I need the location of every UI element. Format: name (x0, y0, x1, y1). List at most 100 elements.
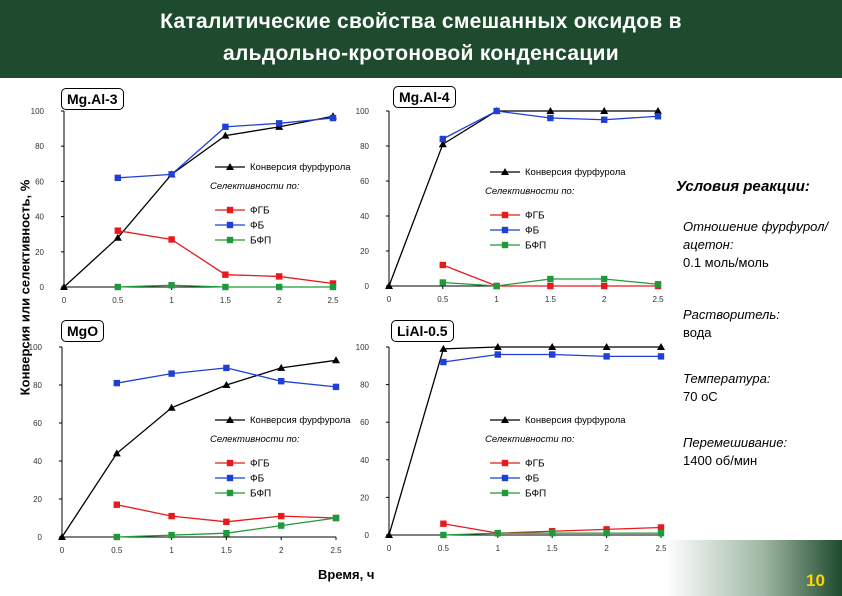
legend-label-fb: ФБ (250, 474, 265, 485)
legend-marker-conversion (501, 416, 509, 423)
condition-ratio-value: 0.1 моль/моль (683, 255, 769, 270)
legend-label-fgb: ФГБ (250, 459, 270, 470)
conditions-title: Условия реакции: (676, 178, 810, 195)
data-point-bfp (168, 531, 175, 539)
panel-label-mgal3: Mg.Al-3 (61, 88, 124, 110)
legend-selectivity-title: Селективности по: (485, 434, 575, 445)
legend-marker-bfp (226, 489, 234, 497)
condition-solvent: Растворитель: вода (683, 306, 780, 342)
data-point-bfp (223, 530, 230, 537)
data-point-conversion (546, 107, 555, 114)
y-tick-label: 80 (33, 381, 42, 390)
data-point-fgb (114, 227, 121, 234)
data-point-conversion (548, 343, 557, 350)
data-point-conversion (602, 343, 611, 350)
x-tick-label: 1 (494, 295, 499, 304)
y-tick-label: 40 (35, 213, 44, 222)
series-line-conversion (388, 110, 658, 287)
chart-panel-0: 0 20 40 60 80 100 0 0.5 1 1.5 2 2.5 Конверсия фурфур… (31, 107, 352, 305)
data-point-fb (276, 120, 283, 127)
data-point-conversion (439, 344, 448, 352)
y-tick-label: 0 (38, 533, 43, 542)
x-tick-label: 0.5 (112, 296, 124, 305)
data-point-fb (329, 114, 337, 122)
y-tick-label: 0 (365, 282, 370, 291)
legend-label-conversion: Конверсия фурфурола (525, 167, 626, 178)
y-tick-label: 0 (40, 283, 45, 292)
y-tick-label: 20 (360, 247, 369, 256)
y-tick-label: 80 (360, 142, 369, 151)
x-tick-label: 1 (169, 546, 174, 555)
legend-label-fb: ФБ (250, 221, 265, 232)
data-point-fgb (329, 280, 337, 287)
data-point-bfp (332, 514, 340, 522)
data-point-bfp (440, 531, 447, 539)
x-tick-label: 0.5 (437, 295, 449, 304)
x-tick-label: 2 (602, 295, 607, 304)
x-tick-label: 0.5 (111, 546, 123, 555)
x-tick-label: 0 (387, 544, 392, 553)
data-point-fb (440, 358, 447, 366)
legend-label-conversion: Конверсия фурфурола (250, 162, 351, 173)
data-point-bfp (168, 282, 175, 289)
data-point-bfp (657, 529, 665, 537)
data-point-bfp (654, 281, 662, 288)
data-point-fb (494, 351, 501, 358)
condition-ratio-label: Отношение фурфурол/ацетон: (683, 219, 829, 252)
legend-marker-bfp (501, 241, 509, 249)
series-line-conversion (388, 346, 661, 536)
data-point-bfp (494, 529, 501, 537)
legend-marker-fb (226, 474, 234, 482)
condition-stirring: Перемешивание: 1400 об/мин (683, 434, 787, 470)
data-point-conversion (112, 449, 121, 457)
data-point-conversion (385, 531, 393, 538)
slide-title-line-2: альдольно-кротоновой конденсации (223, 42, 619, 65)
y-tick-label: 40 (360, 212, 369, 221)
data-point-fgb (657, 524, 665, 531)
chart-panel-3: 0 20 40 60 80 100 0 0.5 1 1.5 2 2.5 Конверсия фурфур… (356, 343, 667, 553)
condition-temp-value: 70 оС (683, 389, 718, 404)
data-point-fb (603, 353, 610, 360)
data-point-conversion (277, 363, 286, 371)
y-tick-label: 100 (356, 107, 370, 116)
legend-label-bfp: БФП (525, 241, 546, 252)
x-axis-label: Время, ч (318, 567, 375, 582)
chart-panel-2: 0 20 40 60 80 100 0 0.5 1 1.5 2 2.5 Конверсия фурфур… (29, 343, 352, 555)
chart-panel-1: 0 20 40 60 80 100 0 0.5 1 1.5 2 2.5 Конверсия фурфур… (356, 107, 664, 304)
data-point-fgb (439, 261, 446, 269)
data-point-fb (493, 107, 500, 115)
legend-label-bfp: БФП (250, 236, 271, 247)
data-point-fb (654, 113, 662, 120)
data-point-fb (113, 379, 120, 387)
x-tick-label: 1.5 (547, 544, 559, 553)
x-tick-label: 2.5 (652, 295, 664, 304)
legend-label-fb: ФБ (525, 226, 540, 237)
page-number: 10 (806, 571, 825, 590)
legend-marker-bfp (226, 236, 234, 244)
data-point-conversion (113, 233, 122, 241)
data-point-fgb (168, 512, 175, 520)
x-tick-label: 0 (387, 295, 392, 304)
y-tick-label: 20 (360, 493, 369, 502)
data-point-bfp (601, 275, 608, 283)
data-point-fgb (440, 520, 447, 527)
condition-ratio: Отношение фурфурол/ацетон: 0.1 моль/моль (683, 218, 833, 272)
legend-selectivity-title: Селективности по: (210, 434, 300, 445)
data-point-conversion (438, 140, 447, 148)
x-tick-label: 2.5 (330, 546, 342, 555)
y-tick-label: 60 (360, 418, 369, 427)
legend-marker-fgb (501, 459, 509, 467)
data-point-fb (168, 171, 175, 178)
data-point-fb (278, 378, 285, 385)
legend-marker-conversion (501, 168, 509, 175)
y-tick-label: 80 (35, 142, 44, 151)
data-point-bfp (113, 533, 120, 541)
x-tick-label: 2 (277, 296, 282, 305)
y-tick-label: 60 (33, 419, 42, 428)
y-tick-label: 20 (35, 248, 44, 257)
condition-stir-value: 1400 об/мин (683, 453, 758, 468)
legend-marker-bfp (501, 489, 509, 497)
y-tick-label: 60 (35, 177, 44, 186)
legend-label-conversion: Конверсия фурфурола (250, 415, 351, 426)
